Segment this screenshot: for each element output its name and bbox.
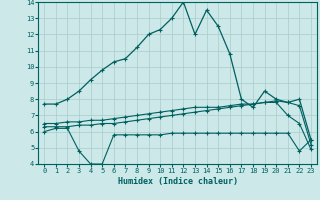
X-axis label: Humidex (Indice chaleur): Humidex (Indice chaleur) (118, 177, 238, 186)
